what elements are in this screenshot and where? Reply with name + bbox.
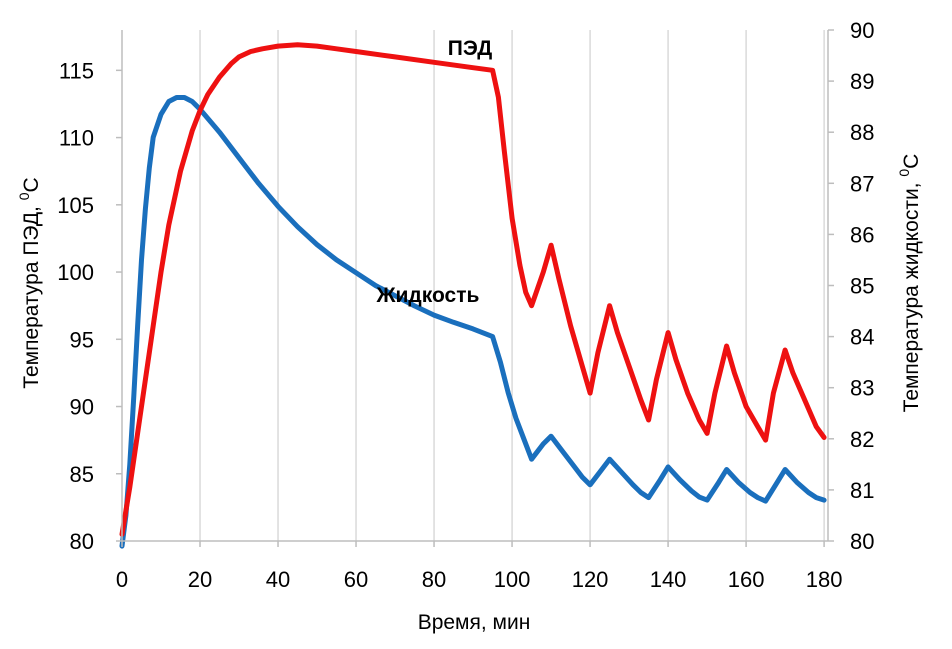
y-left-tick-label-100: 100 xyxy=(57,260,94,285)
y-right-axis-title-text: Температура жидкости, xyxy=(900,177,923,413)
y-right-tick-label-80: 80 xyxy=(850,529,874,554)
y-right-tick-label-88: 88 xyxy=(850,120,874,145)
y-right-axis-title-unit: C xyxy=(900,154,923,169)
y-right-tick-label-83: 83 xyxy=(850,376,874,401)
y-right-tick-label-81: 81 xyxy=(850,478,874,503)
y-left-tick-label-95: 95 xyxy=(70,327,94,352)
y-left-tick-label-105: 105 xyxy=(57,193,94,218)
y-right-tick-label-85: 85 xyxy=(850,274,874,299)
y-left-axis-title-text: Температура ПЭД, xyxy=(20,200,43,388)
series-label-liquid: Жидкость xyxy=(376,284,480,307)
y-left-tick-label-90: 90 xyxy=(70,395,94,420)
x-tick-label-160: 160 xyxy=(728,567,765,592)
x-tick-label-120: 120 xyxy=(572,567,609,592)
x-tick-label-80: 80 xyxy=(422,567,446,592)
x-tick-label-180: 180 xyxy=(806,567,843,592)
x-tick-label-60: 60 xyxy=(344,567,368,592)
x-tick-label-140: 140 xyxy=(650,567,687,592)
series-line-liquid xyxy=(119,95,827,549)
grid-lines xyxy=(199,30,825,541)
y-right-tick-label-89: 89 xyxy=(850,69,874,94)
y-left-tick-label-85: 85 xyxy=(70,462,94,487)
y-left-tick-label-80: 80 xyxy=(70,529,94,554)
y-right-tick-label-82: 82 xyxy=(850,427,874,452)
y-right-axis-title: Температура жидкости, 0C xyxy=(896,154,923,413)
y-right-tick-label-84: 84 xyxy=(850,325,874,350)
x-tick-label-0: 0 xyxy=(116,567,128,592)
y-left-tick-label-110: 110 xyxy=(59,126,94,151)
y-right-axis-title-sup: 0 xyxy=(896,169,912,177)
series-line-ped xyxy=(119,42,827,537)
y-right-tick-label-90: 90 xyxy=(850,18,874,43)
y-right-tick-label-86: 86 xyxy=(850,222,874,247)
x-tick-label-40: 40 xyxy=(266,567,290,592)
y-left-axis-title-sup: 0 xyxy=(16,192,32,200)
x-tick-label-100: 100 xyxy=(494,567,531,592)
series-lines xyxy=(119,42,827,549)
y-left-tick-labels: 80 85 90 95 100 105 110 115 xyxy=(57,58,94,554)
x-tick-labels: 0 20 40 60 80 100 120 140 160 180 xyxy=(116,567,843,592)
y-right-tick-label-87: 87 xyxy=(850,171,874,196)
y-right-tick-labels: 80 81 82 83 84 85 86 87 88 89 90 xyxy=(850,18,874,554)
axes xyxy=(116,29,834,547)
series-label-ped: ПЭД xyxy=(448,37,493,60)
x-axis-title: Время, мин xyxy=(418,611,531,634)
y-left-axis-title: Температура ПЭД, 0C xyxy=(16,177,43,388)
y-left-tick-label-115: 115 xyxy=(59,58,94,83)
x-tick-label-20: 20 xyxy=(188,567,212,592)
y-left-axis-title-unit: C xyxy=(20,177,43,192)
